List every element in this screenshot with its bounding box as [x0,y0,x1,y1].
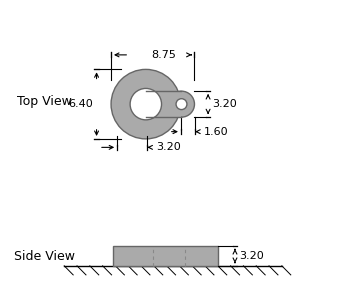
Circle shape [169,91,194,117]
Bar [146,91,182,117]
Circle shape [176,99,187,109]
Text: 8.75: 8.75 [151,50,176,60]
Text: 3.20: 3.20 [212,99,236,109]
Circle shape [111,70,181,139]
Bar [113,246,218,266]
Text: 1.60: 1.60 [204,127,229,137]
Text: 6.40: 6.40 [68,99,93,109]
Text: 3.20: 3.20 [239,251,264,261]
Circle shape [130,88,162,120]
Text: Top View: Top View [17,95,72,108]
Text: 3.20: 3.20 [156,142,181,152]
Text: Side View: Side View [14,249,75,263]
